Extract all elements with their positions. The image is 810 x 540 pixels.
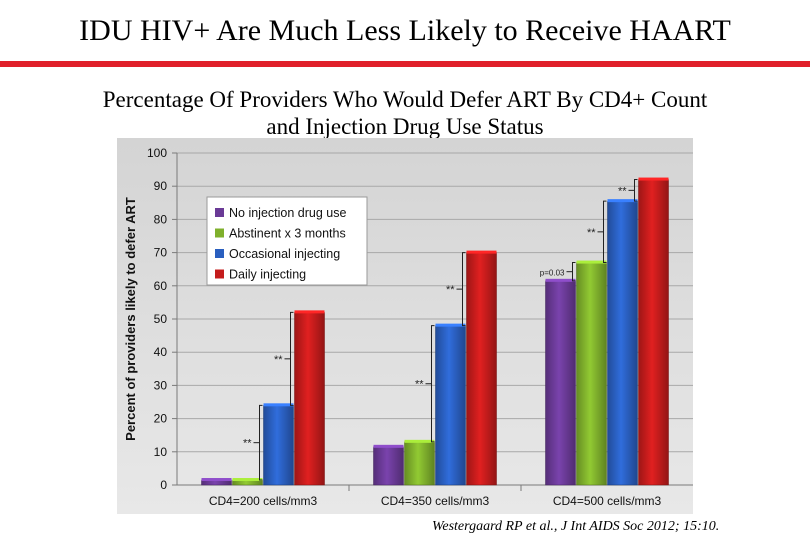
bar-top [232,478,263,482]
significance-label: ** [415,379,424,391]
legend-box [206,196,368,286]
citation-authors: Westergaard RP et al., [432,519,558,534]
bar-chart: 0 10 20 30 40 50 60 70 80 90 100 Percent of provide… [117,138,693,514]
bar [404,441,435,486]
bar [638,179,669,486]
significance-label: ** [243,438,252,450]
bar [263,405,294,486]
significance-label: p=0.03 [540,269,565,278]
bar [294,312,325,486]
significance-label: ** [618,185,627,197]
legend-label: No injection drug use [229,206,346,220]
citation: Westergaard RP et al., J Int AIDS Soc 20… [432,519,719,535]
x-category-label: CD4=500 cells/mm3 [553,494,662,508]
y-tick-label: 60 [154,279,168,293]
bar [607,200,638,486]
legend-label: Occasional injecting [229,247,340,261]
significance-label: ** [587,227,596,239]
bar [545,280,576,486]
y-tick-label: 50 [154,312,168,326]
x-category-label: CD4=350 cells/mm3 [381,494,490,508]
slide-title: IDU HIV+ Are Much Less Likely to Receive… [79,14,731,47]
bar-top [435,323,466,327]
y-axis-label: Percent of providers likely to defer ART [123,197,138,441]
bar-top [466,250,497,254]
y-tick-label: 20 [154,412,168,426]
bar-top [201,478,232,482]
chart-title: Percentage Of Providers Who Would Defer … [0,86,810,140]
bar-top [545,278,576,282]
citation-year: 2012; 15:10. [646,519,720,534]
y-tick-label: 100 [147,146,167,160]
legend-swatch [215,269,224,279]
chart-panel: 0 10 20 30 40 50 60 70 80 90 100 Percent of provide… [117,138,693,514]
legend-swatch [215,208,224,217]
y-tick-label: 30 [154,378,168,392]
bar-top [638,177,669,181]
y-tick-label: 0 [160,478,167,492]
bar [576,262,607,486]
chart-title-line-1: Percentage Of Providers Who Would Defer … [102,87,708,112]
bar-top [607,199,638,203]
citation-journal: J Int AIDS Soc [560,519,644,534]
legend-label: Abstinent x 3 months [229,227,346,241]
bar [373,446,404,486]
bar-top [294,310,325,314]
bar [435,325,466,486]
y-tick-label: 90 [154,179,168,193]
legend-swatch [215,249,224,258]
bar-top [263,403,294,407]
y-tick-label: 10 [154,445,168,459]
y-tick-label: 80 [154,212,168,226]
bar-top [576,260,607,264]
legend-label: Daily injecting [229,268,306,282]
title-divider [0,61,810,67]
y-tick-label: 40 [154,345,168,359]
bar-top [373,444,404,448]
x-category-label: CD4=200 cells/mm3 [209,494,318,508]
significance-label: ** [446,284,455,296]
y-tick-label: 70 [154,246,168,260]
legend-swatch [215,228,224,238]
bar [466,252,497,486]
significance-label: ** [274,354,283,366]
chart-title-line-2: and Injection Drug Use Status [266,114,544,139]
bar-top [404,439,435,443]
